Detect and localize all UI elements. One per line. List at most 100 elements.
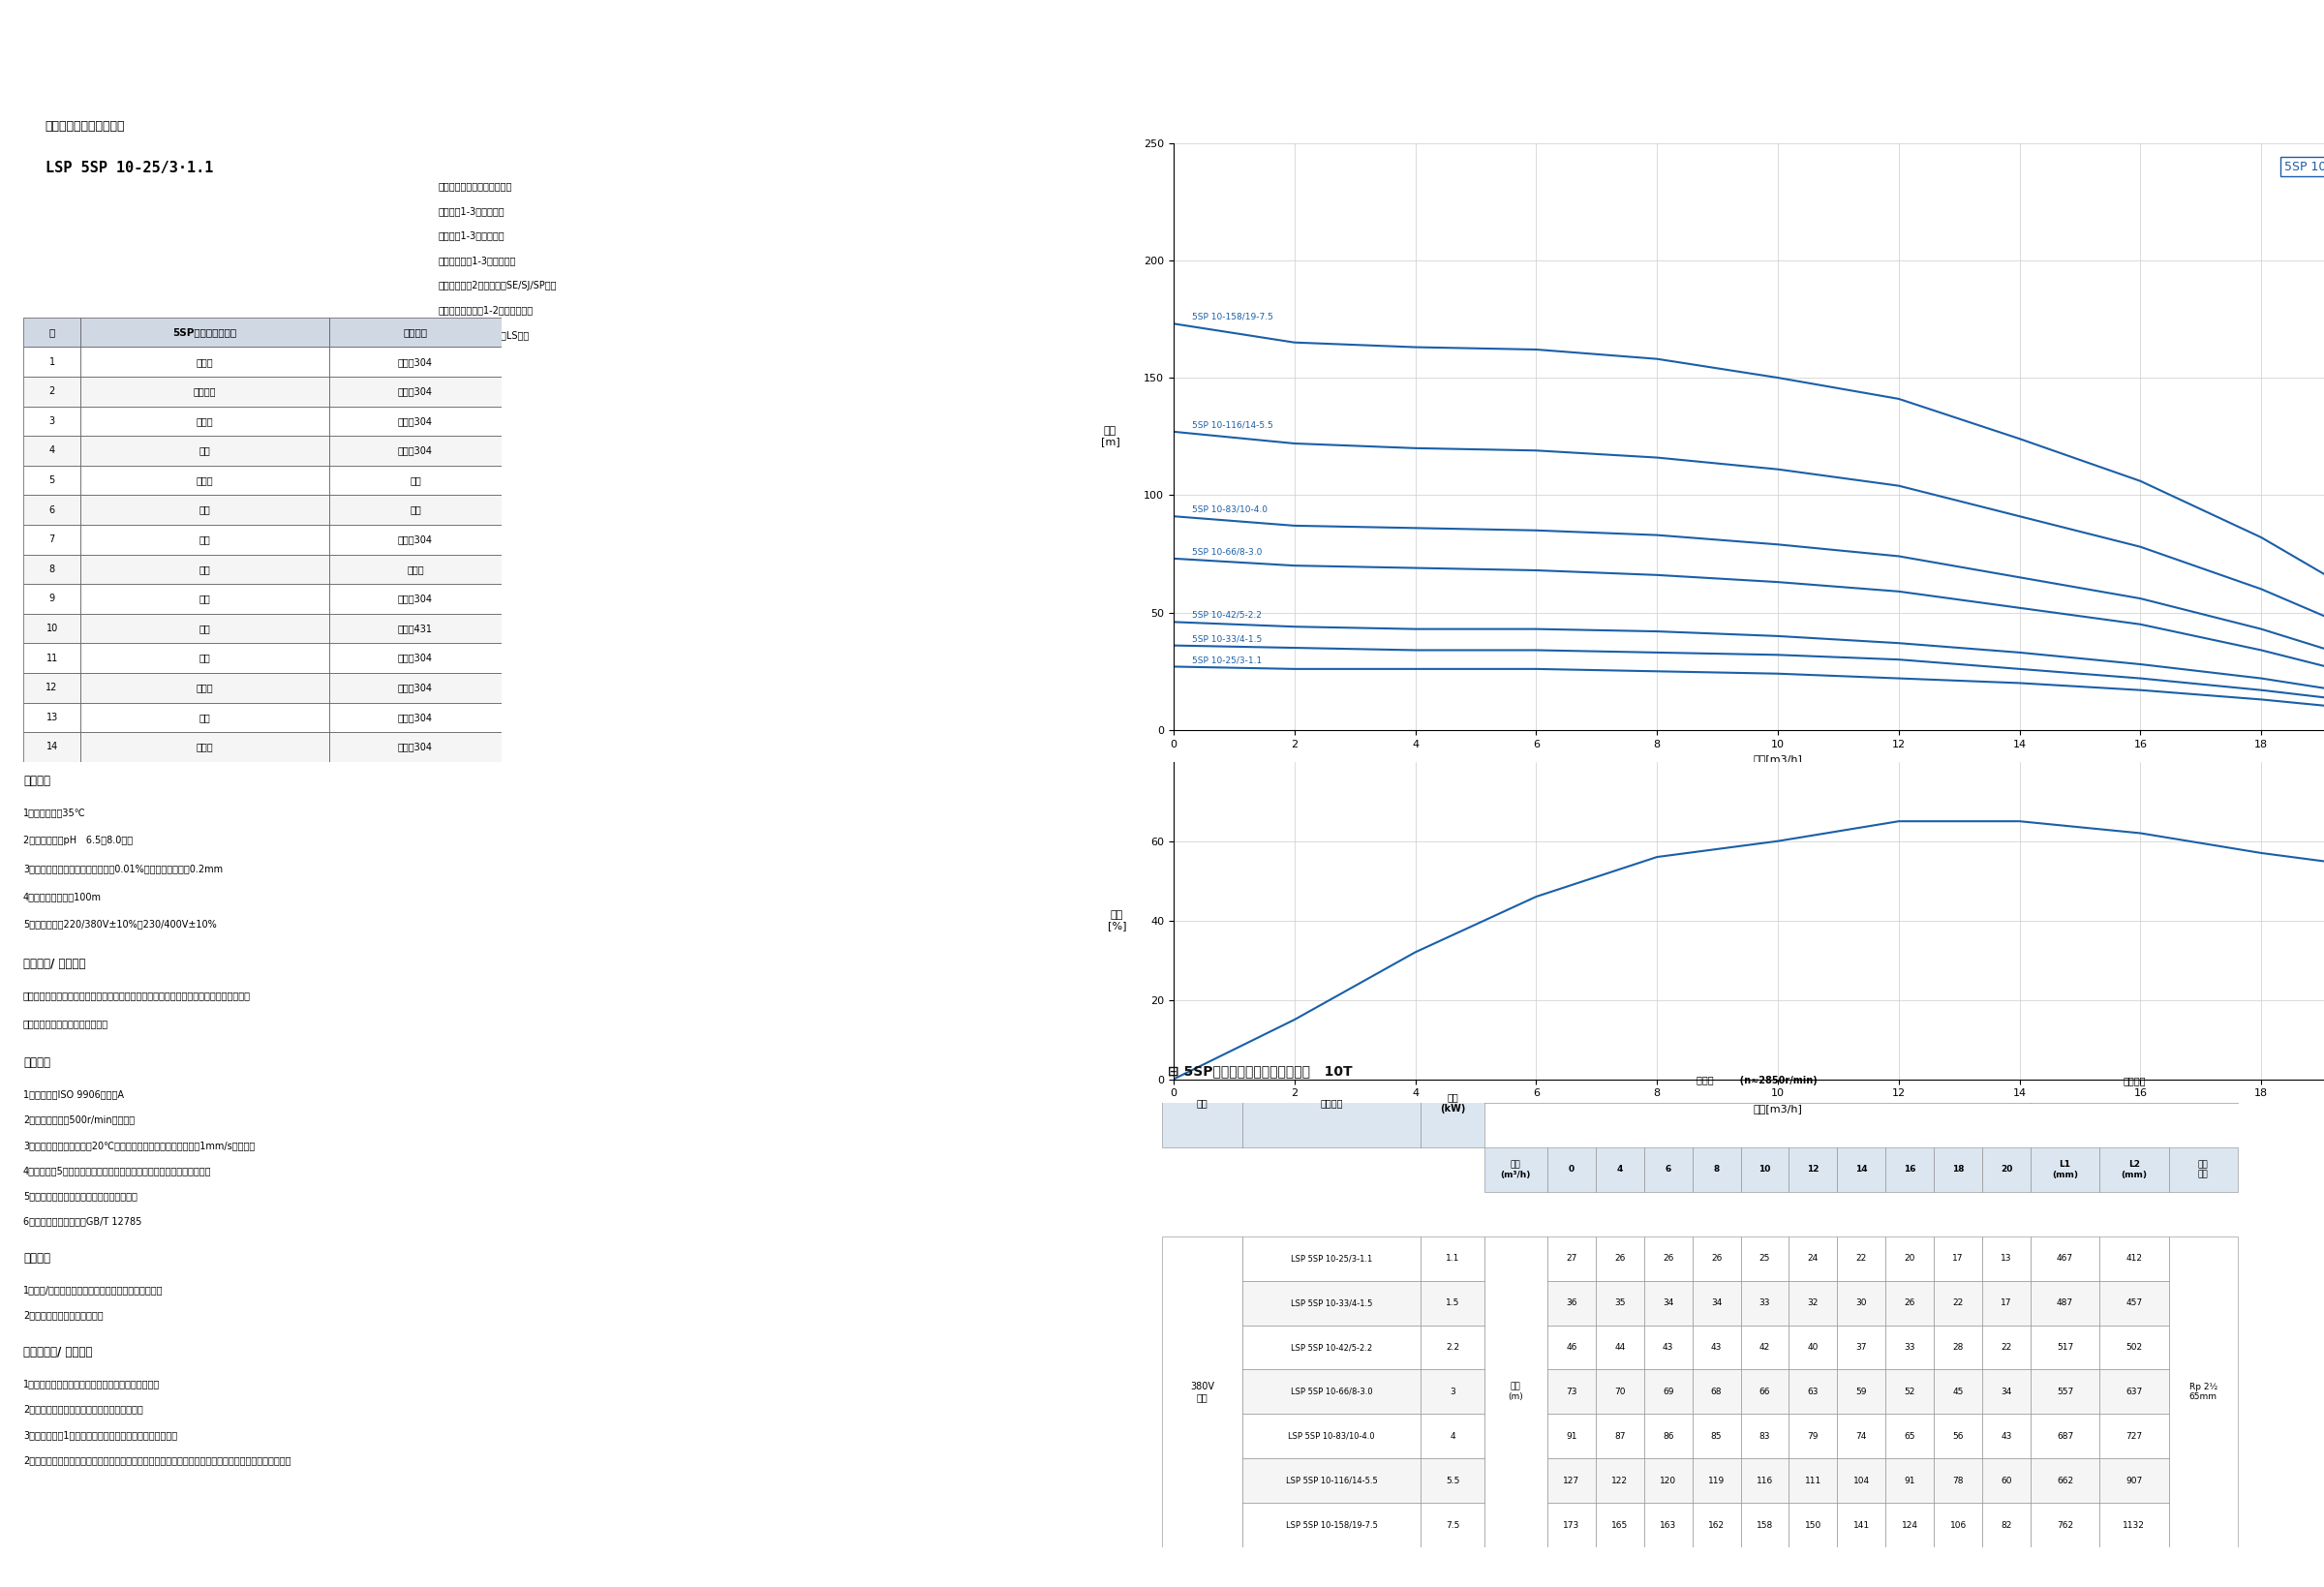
Bar (81, 465, 330, 495)
Bar (1548, 1458, 1597, 1503)
Bar (330, 554, 502, 584)
Text: 泵参数        (n≈2850r/min): 泵参数 (n≈2850r/min) (1697, 1076, 1817, 1086)
Text: 11: 11 (46, 654, 58, 663)
Bar (330, 673, 502, 703)
Text: 2、水的酸碱度pH 6.5～8.0之间: 2、水的酸碱度pH 6.5～8.0之间 (23, 836, 132, 846)
Text: 43: 43 (2001, 1431, 2013, 1441)
Bar (2031, 1414, 2099, 1458)
Text: 165: 165 (1611, 1520, 1629, 1530)
Text: 3: 3 (49, 416, 56, 425)
Text: 不锈锆: 不锈锆 (407, 565, 423, 574)
Text: 叶轮: 叶轮 (200, 535, 211, 544)
Bar (1934, 1370, 1982, 1414)
Text: 34: 34 (1662, 1298, 1673, 1308)
Bar (2031, 1325, 2099, 1370)
Text: 流量等级：匚1-3位数字表示: 流量等级：匚1-3位数字表示 (439, 256, 516, 265)
Text: 457: 457 (2126, 1298, 2143, 1308)
Text: 22: 22 (1952, 1298, 1964, 1308)
Bar (2031, 1458, 2099, 1503)
Text: 导轴承: 导轴承 (198, 476, 214, 486)
Text: 46: 46 (1566, 1343, 1578, 1352)
Bar (23, 525, 81, 554)
Bar (1548, 1236, 1597, 1281)
Text: 2、所有曲线都在500r/min的测测量: 2、所有曲线都在500r/min的测测量 (23, 1116, 135, 1125)
Bar (1885, 1503, 1934, 1547)
Bar (1597, 1147, 1643, 1192)
Text: 出水段: 出水段 (198, 416, 214, 425)
Text: 5SP 10-158/19-7.5: 5SP 10-158/19-7.5 (1192, 313, 1274, 321)
Text: 28: 28 (1952, 1343, 1964, 1352)
Bar (1838, 1414, 1885, 1458)
Text: 拉紧件: 拉紧件 (198, 357, 214, 367)
Bar (1597, 1281, 1643, 1325)
Text: 0: 0 (1569, 1165, 1573, 1174)
Bar (2099, 1325, 2168, 1370)
Bar (1420, 1370, 1485, 1414)
Bar (1243, 1236, 1420, 1281)
Text: 44: 44 (1615, 1343, 1624, 1352)
Text: 33: 33 (1759, 1298, 1771, 1308)
Text: 22: 22 (2001, 1343, 2013, 1352)
Text: 60: 60 (2001, 1476, 2013, 1485)
Text: 10: 10 (1759, 1165, 1771, 1174)
Bar (23, 465, 81, 495)
Text: 出水
口径: 出水 口径 (2199, 1160, 2208, 1179)
Bar (2168, 1236, 2238, 1547)
Bar (330, 436, 502, 465)
Text: 502: 502 (2126, 1343, 2143, 1352)
Bar (1789, 1370, 1838, 1414)
Text: LSP 5SP 10-33/4-1.5: LSP 5SP 10-33/4-1.5 (1290, 1298, 1373, 1308)
Bar (1885, 1325, 1934, 1370)
Text: 124: 124 (1901, 1520, 1917, 1530)
Bar (1789, 1281, 1838, 1325)
Bar (1934, 1458, 1982, 1503)
Bar (1982, 1147, 2031, 1192)
Text: 173: 173 (1564, 1520, 1580, 1530)
Text: 不锈锆304: 不锈锆304 (397, 594, 432, 603)
Text: 14: 14 (46, 743, 58, 752)
Text: 26: 26 (1903, 1298, 1915, 1308)
Bar (1548, 1281, 1597, 1325)
Text: 59: 59 (1857, 1387, 1866, 1397)
Text: LIS: LIS (35, 32, 77, 56)
Bar (1789, 1458, 1838, 1503)
Text: 86: 86 (1662, 1431, 1673, 1441)
Bar (1643, 1414, 1692, 1458)
Bar (1789, 1236, 1838, 1281)
Text: 82: 82 (2001, 1520, 2013, 1530)
Bar (23, 495, 81, 525)
Bar (23, 554, 81, 584)
Bar (1934, 1325, 1982, 1370)
Bar (1934, 1281, 1982, 1325)
Bar (1485, 1059, 2031, 1103)
Text: 83: 83 (1759, 1431, 1771, 1441)
Text: 1、曲线公合ISO 9906，附录A: 1、曲线公合ISO 9906，附录A (23, 1090, 123, 1100)
Text: 3: 3 (1450, 1387, 1455, 1397)
Text: 42: 42 (1759, 1343, 1771, 1352)
Text: 8: 8 (1713, 1165, 1720, 1174)
Text: 5: 5 (49, 476, 56, 486)
Bar (1692, 1370, 1741, 1414)
Text: 30: 30 (1857, 1298, 1866, 1308)
Bar (1597, 1236, 1643, 1281)
Bar (330, 317, 502, 348)
Bar (1548, 1370, 1597, 1414)
Bar (2099, 1503, 2168, 1547)
Bar (1243, 1281, 1420, 1325)
Text: 联轴器: 联轴器 (198, 743, 214, 752)
Bar (1838, 1236, 1885, 1281)
Bar (1692, 1414, 1741, 1458)
Text: 85: 85 (1710, 1431, 1722, 1441)
Text: LSP 5SP 10-25/3·1.1: LSP 5SP 10-25/3·1.1 (44, 160, 214, 176)
Text: 剔模: 剔模 (200, 565, 211, 574)
Text: HIBA: HIBA (98, 32, 163, 56)
Text: 34: 34 (2001, 1387, 2013, 1397)
Text: 5SP 10T 5寸5不锈面潜水泵: 5SP 10T 5寸5不锈面潜水泵 (1185, 30, 1469, 57)
Bar (1162, 1236, 1243, 1547)
Text: 412: 412 (2126, 1254, 2143, 1263)
Text: 1.5: 1.5 (1446, 1298, 1459, 1308)
Bar (1982, 1236, 2031, 1281)
Text: 口环: 口环 (200, 505, 211, 514)
Bar (1885, 1370, 1934, 1414)
Text: 1、流量/扬程曲线：曲线表示转速时的流量和扬程曲线: 1、流量/扬程曲线：曲线表示转速时的流量和扬程曲线 (23, 1285, 163, 1295)
